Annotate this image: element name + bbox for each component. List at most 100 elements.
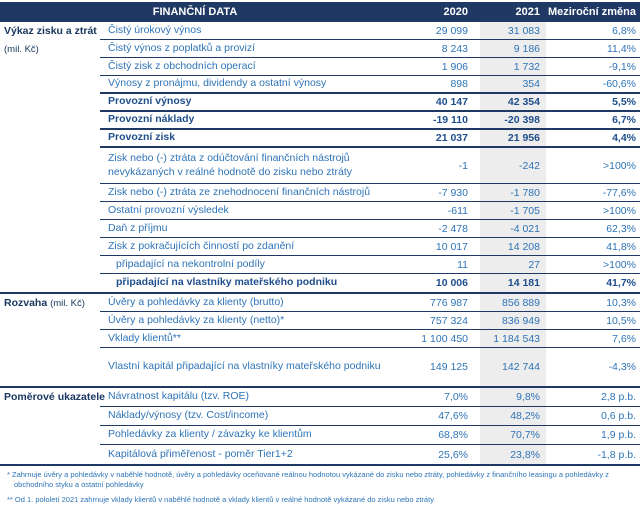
value-2020: 10 006 (435, 277, 468, 289)
section-label-text: Poměrové ukazatele (4, 391, 105, 403)
row-label: Zisk nebo (-) ztráta z odúčtování finanč… (108, 152, 352, 178)
table-row: Pohledávky za klienty / závazky ke klien… (100, 426, 640, 445)
value-2021: 836 949 (480, 312, 546, 329)
value-2020: -1 (458, 159, 468, 172)
value-2021: 70,7% (480, 426, 546, 444)
value-2020: 898 (450, 78, 468, 90)
table-title: FINANČNÍ DATA (152, 6, 238, 18)
table-row: připadající na vlastníky mateřského podn… (100, 274, 640, 292)
value-2020: 8 243 (441, 42, 468, 55)
value-2021: 27 (480, 256, 546, 273)
value-2020: 47,6% (438, 410, 468, 422)
section-label: Rozvaha (mil. Kč) (0, 294, 100, 386)
value-2020: -2 478 (438, 222, 468, 235)
value-change: 41,7% (606, 277, 636, 289)
row-label: Čistý výnos z poplatků a provizí (108, 41, 256, 54)
value-change: 6,7% (612, 114, 636, 126)
value-2020: 149 125 (430, 361, 468, 373)
value-2021: 42 354 (480, 94, 546, 110)
row-label: Náklady/výnosy (tzv. Cost/income) (108, 409, 269, 422)
value-change: 5,5% (612, 96, 636, 108)
footnote: ** Od 1. pololetí 2021 zahrnuje vklady k… (7, 495, 434, 505)
value-change: >100% (603, 159, 636, 172)
value-2021: 14 181 (480, 274, 546, 292)
section-label-text: Rozvaha (4, 297, 48, 309)
value-2020: 68,8% (438, 429, 468, 441)
column-header-2021: 2021 (515, 6, 540, 18)
table-row: Zisk z pokračujících činností po zdanění… (100, 238, 640, 256)
section-label: Poměrové ukazatele (0, 388, 105, 464)
table-row: Čistý úrokový výnos 29 099 31 083 6,8% (100, 22, 640, 40)
table-row: Provozní výnosy 40 147 42 354 5,5% (100, 94, 640, 112)
value-2020: 25,6% (438, 448, 468, 461)
table-header-row: FINANČNÍ DATA 2020 2021 Meziroční změna (0, 2, 640, 22)
table-row: Náklady/výnosy (tzv. Cost/income) 47,6% 48… (100, 407, 640, 426)
value-2021: 856 889 (480, 294, 546, 311)
value-2021: 9 186 (480, 40, 546, 57)
table-row: Čistý výnos z poplatků a provizí 8 243 9 1… (100, 40, 640, 58)
value-2020: 1 906 (441, 60, 468, 73)
table-row: Kapitálová přiměřenost - poměr Tier1+2 25… (100, 445, 640, 464)
value-change: 7,6% (612, 332, 636, 345)
table-row: Výnosy z pronájmu, dividendy a ostatní v… (100, 76, 640, 94)
table-row: Zisk nebo (-) ztráta z odúčtování finanč… (100, 148, 640, 184)
section-label: Výkaz zisku a ztrát (mil. Kč) (0, 22, 100, 292)
row-label: Provozní zisk (108, 131, 176, 144)
value-change: >100% (603, 258, 636, 271)
table-section: Rozvaha (mil. Kč) Úvěry a pohledávky za k… (0, 292, 640, 386)
value-change: 1,9 p.b. (600, 429, 636, 441)
value-2021: 31 083 (480, 22, 546, 39)
row-label: připadající na vlastníky mateřského podn… (116, 276, 338, 289)
value-2020: 21 037 (435, 132, 468, 144)
table-row: připadající na nekontrolní podíly 11 27 >10… (100, 256, 640, 274)
row-label: Zisk z pokračujících činností po zdanění (108, 239, 295, 252)
value-change: -77,6% (602, 186, 636, 199)
column-header-change: Meziroční změna (547, 6, 636, 18)
value-2020: 1 100 450 (421, 332, 468, 345)
value-2021: 21 956 (480, 130, 546, 146)
footnote: * Zahrnuje úvěry a pohledávky v naběhlé … (7, 470, 609, 490)
table-row: Daň z příjmu -2 478 -4 021 62,3% (100, 220, 640, 238)
value-change: 10,3% (606, 296, 636, 309)
table-row: Zisk nebo (-) ztráta ze znehodnocení fin… (100, 184, 640, 202)
value-change: >100% (603, 204, 636, 217)
value-2020: 29 099 (435, 24, 468, 37)
value-2021: -20 398 (480, 112, 546, 128)
value-2020: -611 (447, 204, 468, 217)
section-sublabel: (mil. Kč) (50, 298, 85, 309)
value-2020: -19 110 (432, 114, 468, 126)
column-header-2020: 2020 (443, 6, 468, 18)
table-row: Vklady klientů** 1 100 450 1 184 543 7,6% (100, 330, 640, 348)
value-2021: 48,2% (480, 407, 546, 425)
value-2021: -1 780 (480, 184, 546, 201)
row-label: Kapitálová přiměřenost - poměr Tier1+2 (108, 447, 293, 460)
row-label: Zisk nebo (-) ztráta ze znehodnocení fin… (108, 185, 371, 198)
value-2021: 1 732 (480, 58, 546, 75)
row-label: Daň z příjmu (108, 221, 168, 234)
value-2021: 23,8% (480, 445, 546, 464)
table-row: Úvěry a pohledávky za klienty (netto)* 75… (100, 312, 640, 330)
table-row: Provozní náklady -19 110 -20 398 6,7% (100, 112, 640, 130)
value-change: 11,4% (607, 42, 636, 55)
section-sublabel: (mil. Kč) (4, 44, 39, 55)
value-change: 4,4% (612, 132, 636, 144)
value-2021: 14 208 (480, 238, 546, 255)
table-section: Poměrové ukazatele Návratnost kapitálu (t… (0, 386, 640, 464)
row-label: Čistý úrokový výnos (108, 23, 202, 36)
value-change: -9,1% (608, 60, 636, 73)
row-label: Návratnost kapitálu (tzv. ROE) (108, 390, 250, 403)
table-section: Výkaz zisku a ztrát (mil. Kč) Čistý úrokov… (0, 22, 640, 292)
row-label: Vklady klientů** (108, 331, 181, 344)
value-2021: -1 705 (480, 202, 546, 219)
value-2020: 7,0% (444, 391, 468, 403)
row-label: Čistý zisk z obchodních operací (108, 59, 256, 72)
row-label: Ostatní provozní výsledek (108, 203, 229, 216)
value-2020: 10 017 (435, 240, 468, 253)
footnotes: * Zahrnuje úvěry a pohledávky v naběhlé … (0, 470, 640, 505)
value-2020: 757 324 (430, 314, 468, 327)
table-row: Ostatní provozní výsledek -611 -1 705 >100% (100, 202, 640, 220)
section-label-text: Výkaz zisku a ztrát (4, 25, 97, 37)
value-2021: 142 744 (480, 348, 546, 386)
value-2021: -4 021 (480, 220, 546, 237)
value-2021: 1 184 543 (480, 330, 546, 347)
